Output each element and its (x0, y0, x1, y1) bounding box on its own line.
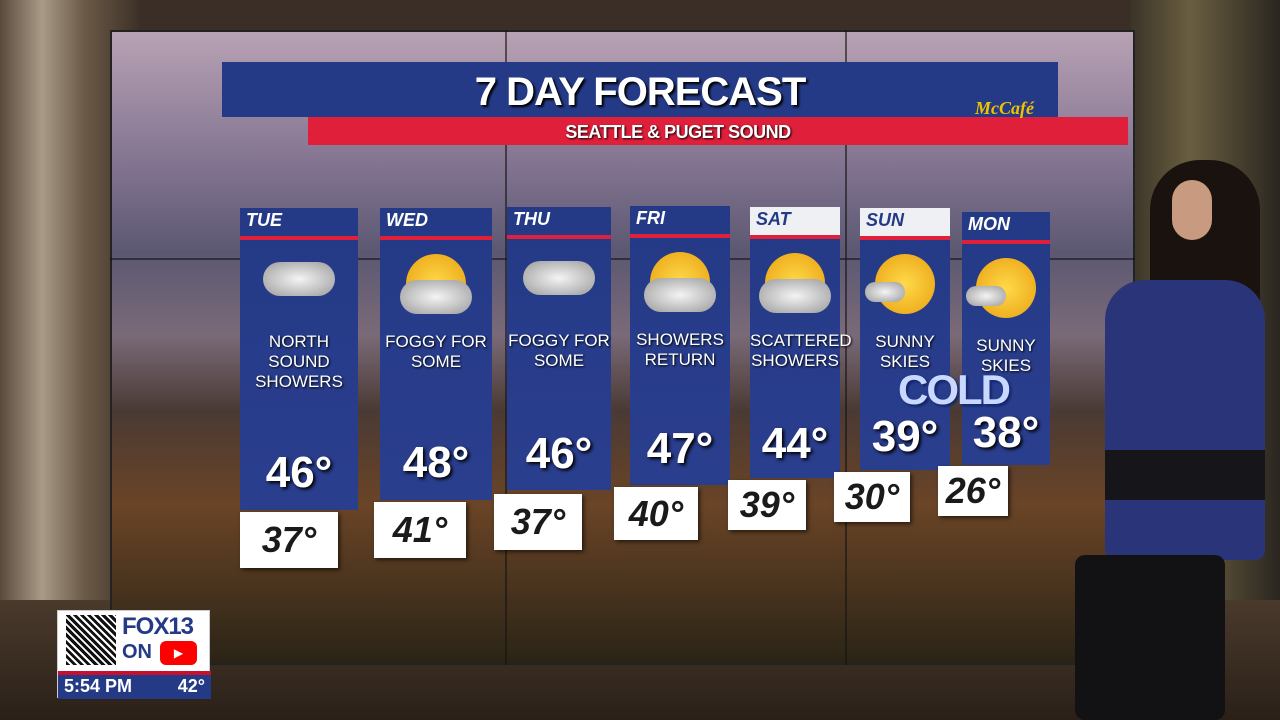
condition-text: FOGGY FOR SOME (508, 331, 610, 370)
cloudy-icon (519, 253, 599, 317)
presenter (1105, 280, 1265, 560)
day-column-fri: FRI SHOWERS RETURN 47° (630, 206, 730, 485)
high-temp: 44° (761, 419, 829, 468)
day-label: THU (507, 207, 611, 239)
youtube-icon: ▶ (160, 641, 197, 665)
low-temp: 40° (614, 487, 698, 540)
high-temp: 48° (402, 438, 470, 487)
condition-text: SCATTERED SHOWERS (750, 331, 852, 370)
high-temp: 38° (972, 408, 1040, 457)
day-column-mon: MON SUNNY SKIES 38° (962, 212, 1050, 465)
presenter-dress-stripe (1105, 450, 1265, 500)
forecast-title: 7 DAY FORECAST (474, 70, 807, 114)
day-column-wed: WED FOGGY FOR SOME 48° (380, 208, 492, 500)
day-column-thu: THU FOGGY FOR SOME 46° (507, 207, 611, 490)
screen-seam (110, 258, 1135, 260)
condition-text: SHOWERS RETURN (636, 330, 724, 369)
subtitle-banner (308, 117, 1128, 145)
mostly-sunny-icon (865, 254, 945, 318)
time-temp-bar: 5:54 PM 42° (58, 675, 211, 699)
day-column-sun: SUN SUNNY SKIES 39° (860, 208, 950, 470)
cloudy-icon (259, 254, 339, 318)
current-temp: 42° (177, 676, 205, 696)
high-temp: 47° (646, 424, 714, 473)
low-temp: 39° (728, 480, 806, 530)
low-temp: 37° (240, 512, 338, 568)
presenter-legs (1075, 555, 1225, 720)
day-label: TUE (240, 208, 358, 240)
low-temp: 37° (494, 494, 582, 550)
clock-time: 5:54 PM (64, 676, 133, 696)
day-label: WED (380, 208, 492, 240)
day-label: MON (962, 212, 1050, 244)
condition-text: NORTH SOUND SHOWERS (255, 332, 343, 391)
divider (58, 671, 211, 675)
station-bug: FOX13 ON ▶ 5:54 PM 42° (57, 610, 211, 699)
screen-seam (845, 30, 847, 665)
day-column-tue: TUE NORTH SOUND SHOWERS 46° (240, 208, 358, 510)
high-temp: 39° (871, 412, 939, 461)
sun-cloud-rain-icon (640, 252, 720, 316)
forecast-subtitle: SEATTLE & PUGET SOUND (565, 122, 791, 142)
day-label: SAT (750, 207, 840, 239)
day-label: SUN (860, 208, 950, 240)
condition-text: FOGGY FOR SOME (385, 332, 487, 371)
on-label: ON (122, 641, 152, 663)
high-temp: 46° (265, 448, 333, 497)
low-temp: 26° (938, 466, 1008, 516)
low-temp: 41° (374, 502, 466, 558)
presenter-face (1172, 180, 1212, 240)
condition-text: SUNNY SKIES (875, 332, 935, 371)
station-brand: FOX13 (122, 613, 194, 640)
day-column-sat: SAT SCATTERED SHOWERS 44° (750, 207, 852, 478)
high-temp: 46° (525, 429, 593, 478)
qr-code-icon (66, 615, 116, 665)
mostly-sunny-icon (966, 258, 1046, 322)
sun-cloud-rain-icon (755, 253, 835, 317)
screen-seam (505, 30, 507, 665)
low-temp: 30° (834, 472, 910, 522)
day-label: FRI (630, 206, 730, 238)
sponsor-logo: McCafé (975, 98, 1034, 118)
condition-text: SUNNY SKIES (976, 336, 1036, 375)
cold-callout: COLD (898, 366, 1011, 413)
title-banner (222, 62, 1058, 117)
partly-cloudy-icon (396, 254, 476, 318)
